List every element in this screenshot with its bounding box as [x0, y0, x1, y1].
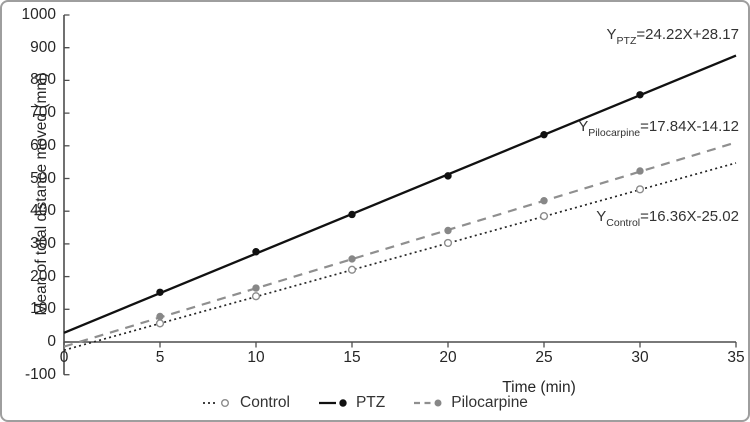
y-tick-label: -100 — [24, 365, 56, 383]
legend: Control PTZ Pilocarpine — [202, 394, 528, 412]
y-tick-label: 1000 — [21, 6, 56, 23]
y-tick-label: 400 — [30, 202, 56, 220]
point-control — [347, 265, 357, 274]
y-tick-label: 900 — [30, 38, 56, 56]
legend-item-pilocarpine: Pilocarpine — [413, 394, 528, 412]
x-tick-label: 0 — [59, 349, 69, 366]
y-axis-title: Mean of total distance moved (mm) — [33, 72, 50, 316]
x-tick-label: 20 — [439, 349, 457, 366]
ptz-line-marker-icon — [318, 399, 347, 407]
x-tick-label: 15 — [343, 349, 361, 366]
y-tick-label: 800 — [30, 71, 56, 89]
trendline-pilocarpine — [63, 141, 737, 348]
x-tick-label: 10 — [247, 349, 265, 366]
trendline-control — [63, 162, 737, 352]
point-control — [155, 319, 165, 328]
y-tick-label: 100 — [30, 300, 56, 318]
equation-ptz-sub: PTZ — [616, 35, 637, 47]
equation-control: YControl=16.36X-25.02 — [596, 208, 739, 229]
y-tick-label: 0 — [47, 333, 56, 350]
x-tick-label: 35 — [727, 349, 745, 366]
y-tick-label: 500 — [30, 169, 56, 187]
point-pilocarpine — [636, 167, 644, 175]
control-line-marker-icon — [203, 399, 230, 407]
point-pilocarpine — [540, 197, 548, 205]
y-tick-label: 200 — [30, 267, 56, 285]
legend-item-control: Control — [202, 394, 290, 412]
point-pilocarpine — [252, 284, 260, 292]
point-ptz — [348, 210, 356, 219]
x-tick-label: 30 — [631, 349, 649, 366]
equation-control-sub: Control — [606, 217, 641, 229]
y-tick-label: 700 — [30, 104, 56, 122]
point-control — [251, 292, 261, 301]
equation-pilocarpine: YPilocarpine=17.84X-14.12 — [578, 118, 739, 139]
point-pilocarpine — [156, 312, 164, 321]
equation-pilocarpine-expr: =17.84X-14.12 — [640, 118, 739, 135]
x-tick-label: 5 — [155, 349, 165, 366]
point-control — [635, 185, 645, 194]
pilocarpine-line-marker-icon — [414, 399, 442, 407]
point-ptz — [252, 248, 260, 256]
point-ptz — [444, 172, 452, 180]
point-ptz — [540, 130, 548, 139]
equation-control-expr: =16.36X-25.02 — [640, 208, 739, 225]
point-pilocarpine — [444, 226, 452, 235]
point-control — [443, 238, 453, 248]
x-tick-label: 25 — [535, 349, 553, 366]
legend-label-ptz: PTZ — [355, 394, 386, 411]
point-pilocarpine — [348, 255, 356, 263]
y-tick-label: 600 — [30, 136, 56, 154]
point-ptz — [156, 288, 164, 296]
legend-label-control: Control — [240, 394, 290, 411]
y-tick-label: 300 — [30, 234, 56, 252]
equation-pilocarpine-sub: Pilocarpine — [588, 127, 641, 139]
legend-label-pilocarpine: Pilocarpine — [451, 394, 528, 411]
equation-ptz-base: Y — [606, 26, 617, 43]
legend-item-ptz: PTZ — [318, 394, 385, 412]
point-ptz — [636, 91, 644, 99]
equation-control-base: Y — [596, 208, 607, 225]
equation-ptz-expr: =24.22X+28.17 — [636, 26, 739, 43]
trendline-ptz — [63, 54, 737, 334]
equation-pilocarpine-base: Y — [578, 118, 589, 135]
point-control — [539, 212, 549, 221]
equation-ptz: YPTZ=24.22X+28.17 — [606, 26, 739, 47]
x-axis-title: Time (min) — [502, 379, 576, 396]
